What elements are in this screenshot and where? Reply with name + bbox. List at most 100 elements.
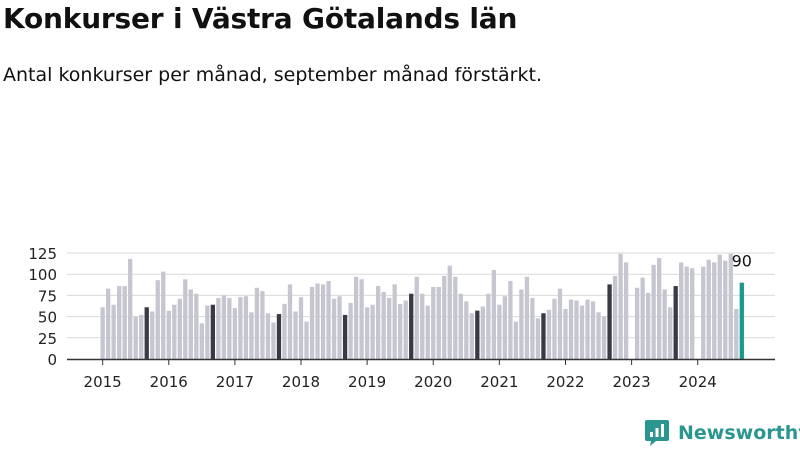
bar bbox=[618, 253, 623, 359]
bar bbox=[287, 284, 293, 359]
bar bbox=[216, 297, 221, 359]
y-tick-label: 75 bbox=[38, 287, 57, 305]
bar bbox=[601, 316, 607, 359]
bar bbox=[612, 275, 618, 359]
bar bbox=[188, 289, 193, 359]
bar bbox=[497, 304, 502, 359]
bar bbox=[227, 297, 232, 359]
bar bbox=[519, 289, 524, 359]
bar bbox=[557, 288, 563, 359]
newsworthy-logo: Newsworthy bbox=[644, 418, 800, 448]
bar bbox=[657, 258, 662, 359]
bars bbox=[100, 253, 744, 359]
bar bbox=[403, 300, 408, 359]
data-label: 90 bbox=[732, 252, 752, 271]
bar bbox=[486, 293, 491, 359]
bar bbox=[205, 305, 210, 359]
bar bbox=[133, 316, 138, 359]
bar bbox=[172, 304, 177, 359]
bar bbox=[326, 280, 331, 359]
y-tick-label: 25 bbox=[38, 330, 57, 348]
x-tick-label: 2018 bbox=[282, 373, 320, 391]
bar bbox=[701, 266, 706, 359]
bar bbox=[414, 276, 419, 359]
bar bbox=[623, 262, 629, 359]
bar bbox=[535, 318, 541, 359]
bar-september bbox=[475, 310, 480, 359]
bar bbox=[150, 311, 155, 359]
chart-subtitle: Antal konkurser per månad, september mån… bbox=[3, 64, 542, 86]
bar bbox=[111, 304, 116, 359]
bar bbox=[315, 283, 320, 359]
bar bbox=[353, 276, 359, 359]
bar bbox=[552, 298, 557, 359]
bar bbox=[480, 306, 485, 359]
bar bbox=[238, 297, 243, 359]
bar bbox=[221, 295, 227, 359]
bar bbox=[690, 268, 695, 359]
bar bbox=[392, 284, 397, 359]
bar bbox=[513, 321, 519, 359]
bar bbox=[249, 312, 254, 359]
bar bbox=[546, 309, 552, 359]
bar bbox=[734, 308, 739, 359]
bar bbox=[645, 292, 651, 359]
bar-september bbox=[342, 314, 348, 359]
bar bbox=[370, 304, 375, 359]
bar bbox=[398, 303, 403, 359]
bar bbox=[177, 298, 182, 359]
x-tick-label: 2023 bbox=[613, 373, 651, 391]
bar bbox=[579, 305, 585, 359]
bar bbox=[282, 303, 287, 359]
bar bbox=[568, 299, 574, 359]
bar bbox=[712, 262, 717, 359]
bar bbox=[106, 288, 111, 359]
bar bbox=[563, 308, 568, 359]
bar bbox=[679, 262, 684, 359]
bar-september bbox=[607, 284, 612, 359]
x-tick-label: 2020 bbox=[414, 373, 452, 391]
bar bbox=[100, 307, 105, 359]
bar bbox=[458, 293, 463, 359]
x-tick-label: 2019 bbox=[348, 373, 386, 391]
bar bbox=[684, 266, 689, 359]
bar bbox=[298, 297, 304, 359]
bar bbox=[574, 300, 579, 359]
chart-title: Konkurser i Västra Götalands län bbox=[3, 2, 518, 35]
bar bbox=[420, 293, 425, 359]
bar bbox=[199, 323, 204, 359]
bar bbox=[585, 299, 590, 359]
bar bbox=[464, 301, 469, 359]
bar bbox=[243, 296, 249, 359]
bar bbox=[436, 286, 441, 359]
x-tick-label: 2021 bbox=[480, 373, 518, 391]
bar bbox=[139, 314, 144, 359]
x-tick-label: 2015 bbox=[84, 373, 122, 391]
bar bbox=[596, 312, 601, 359]
y-tick-label: 0 bbox=[47, 351, 57, 369]
bar bbox=[491, 269, 497, 359]
bar bbox=[194, 293, 199, 359]
bar-september bbox=[541, 313, 546, 359]
bar-september bbox=[210, 304, 215, 359]
bar bbox=[453, 276, 458, 359]
annotations: 90 bbox=[732, 252, 752, 271]
bar bbox=[376, 286, 381, 359]
x-tick-label: 2016 bbox=[150, 373, 188, 391]
bar bbox=[431, 286, 436, 359]
bar bbox=[381, 292, 386, 359]
bar bbox=[232, 308, 238, 359]
bar bbox=[122, 286, 127, 359]
y-tick-label: 50 bbox=[38, 309, 57, 327]
bar bbox=[524, 276, 530, 359]
bar bbox=[331, 298, 337, 359]
bar-september bbox=[276, 314, 282, 359]
bar bbox=[364, 307, 370, 359]
bar bbox=[728, 253, 733, 359]
bar bbox=[265, 313, 271, 359]
bar bbox=[590, 301, 596, 359]
bar bbox=[530, 297, 535, 359]
bar bbox=[634, 287, 640, 359]
bar bbox=[508, 280, 513, 359]
